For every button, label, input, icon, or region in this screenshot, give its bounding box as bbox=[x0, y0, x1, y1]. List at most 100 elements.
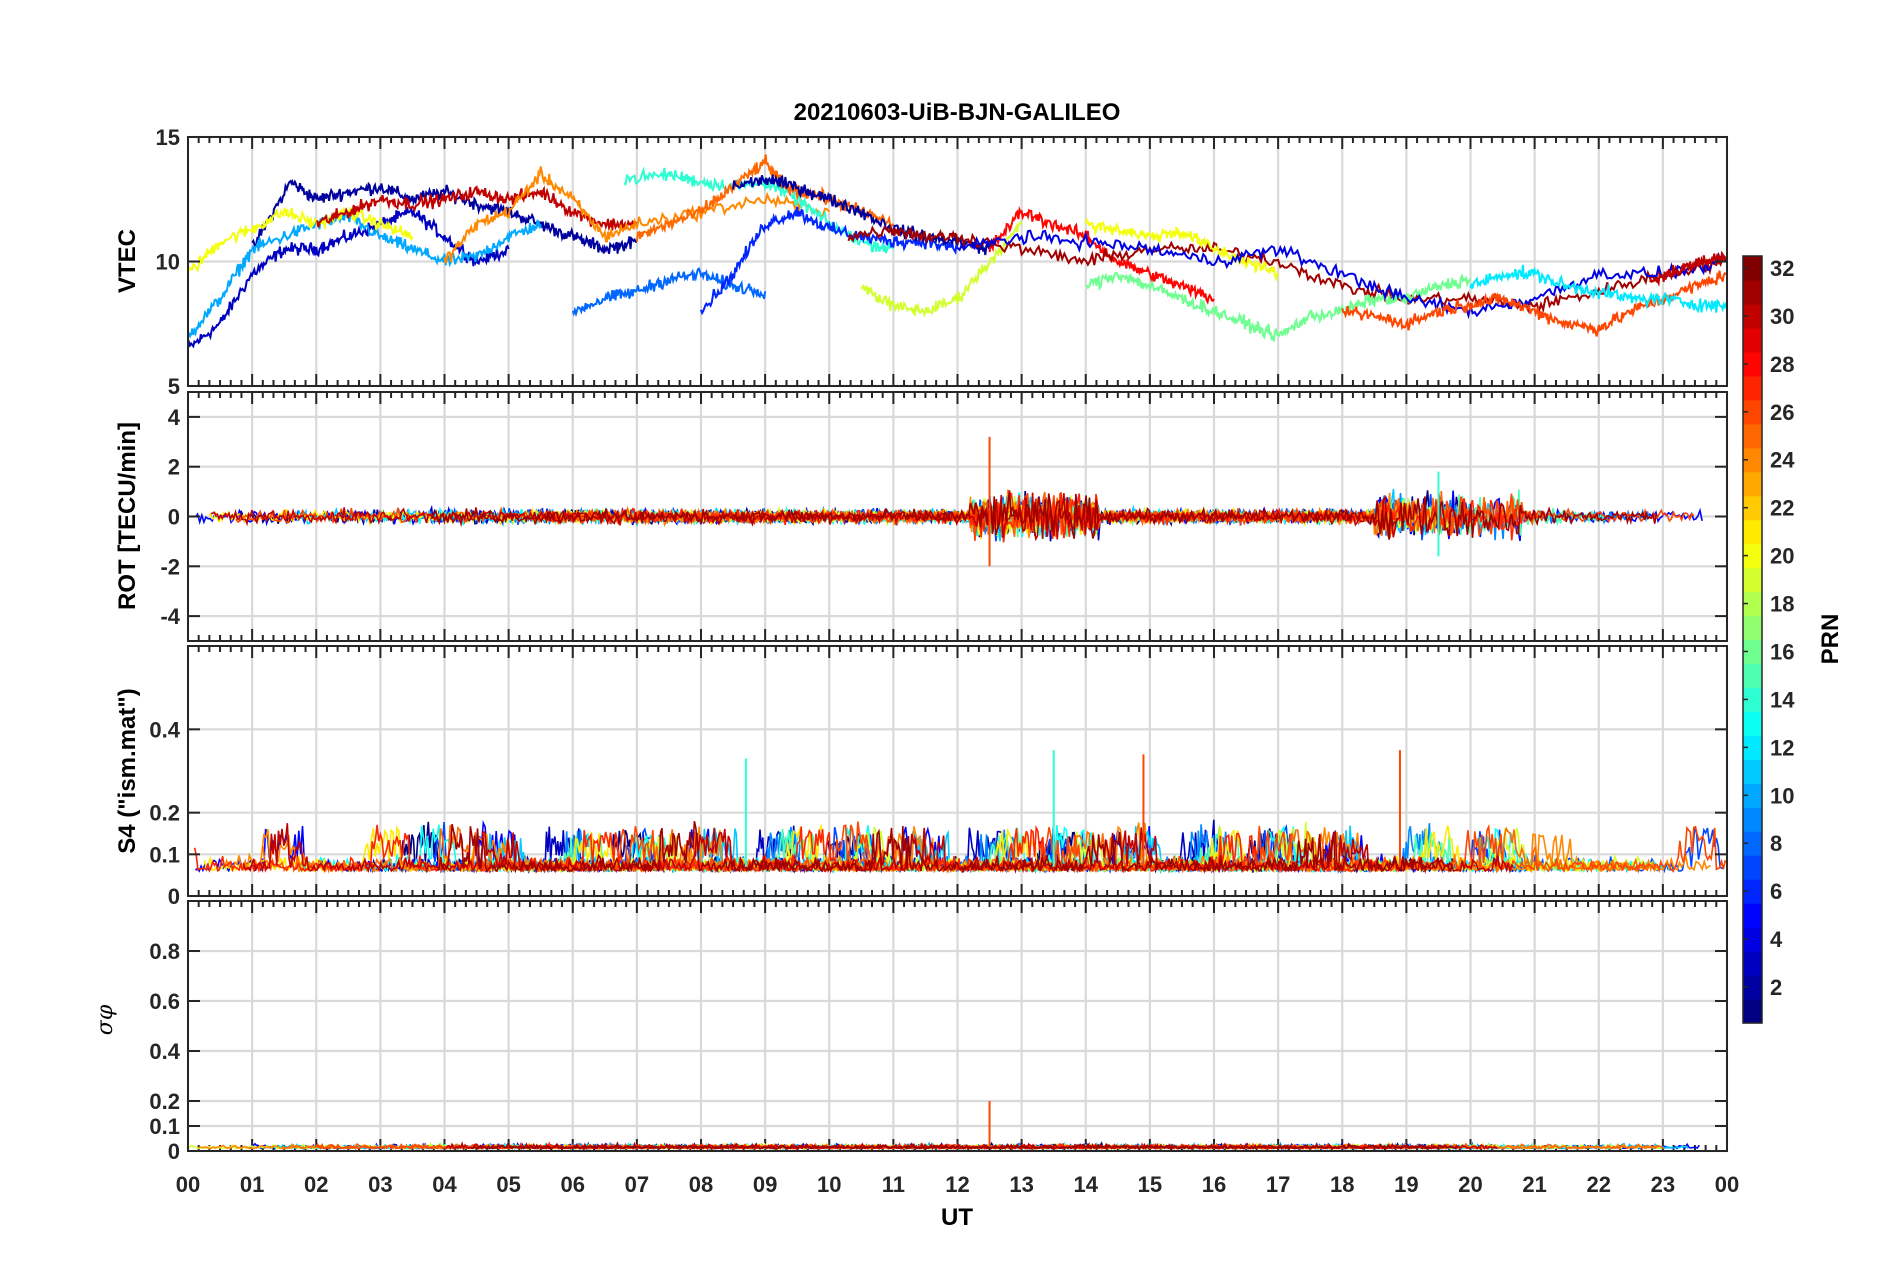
colorbar-cell bbox=[1743, 639, 1762, 665]
grid bbox=[186, 901, 1729, 1153]
colorbar-cell bbox=[1743, 687, 1762, 713]
vtec-line-prn-20 bbox=[1084, 217, 1279, 283]
x-tick-label: 09 bbox=[753, 1172, 777, 1197]
colorbar-tick-label: 30 bbox=[1770, 304, 1794, 329]
colorbar-tick-label: 28 bbox=[1770, 352, 1794, 377]
colorbar-gradient bbox=[1743, 256, 1762, 1024]
x-tick-label: 12 bbox=[945, 1172, 969, 1197]
colorbar-tick-label: 8 bbox=[1770, 831, 1782, 856]
x-tick-label: 08 bbox=[689, 1172, 713, 1197]
colorbar-cell bbox=[1743, 447, 1762, 473]
colorbar-tick-label: 16 bbox=[1770, 639, 1794, 664]
x-tick-label: 14 bbox=[1074, 1172, 1099, 1197]
y-tick-label: 0 bbox=[168, 884, 180, 909]
colorbar-cell bbox=[1743, 471, 1762, 497]
y-tick-label: 0.4 bbox=[149, 1039, 180, 1064]
x-tick-label: 03 bbox=[368, 1172, 392, 1197]
vtec-line-prn-24 bbox=[443, 166, 831, 264]
colorbar-cell bbox=[1743, 951, 1762, 976]
colorbar-cell bbox=[1743, 423, 1762, 449]
colorbar-cell bbox=[1743, 351, 1762, 377]
colorbar-cell bbox=[1743, 303, 1762, 329]
vtec-line-prn-20 bbox=[188, 206, 414, 275]
sigma_phi-line-prn-31 bbox=[470, 1141, 1458, 1151]
x-tick-label: 04 bbox=[432, 1172, 457, 1197]
s4-series bbox=[193, 750, 1727, 875]
panel-s4: 0 0.1 0.2 0.4 S4 ("ism.mat") bbox=[114, 645, 1729, 909]
colorbar-cell bbox=[1743, 927, 1762, 952]
grid bbox=[186, 135, 1729, 388]
vtec-line-prn-14 bbox=[623, 166, 895, 254]
colorbar-cell bbox=[1743, 327, 1762, 353]
colorbar-cell bbox=[1743, 999, 1762, 1024]
y-tick-label: 0.6 bbox=[149, 989, 180, 1014]
x-tick-label: 13 bbox=[1009, 1172, 1033, 1197]
rot-line-prn-27 bbox=[528, 492, 1538, 543]
colorbar-tick-label: 18 bbox=[1770, 592, 1794, 617]
y-tick-label: 0 bbox=[168, 505, 180, 530]
rot-series bbox=[194, 436, 1703, 567]
y-tick-label: 5 bbox=[168, 374, 180, 399]
vtec-line-prn-25 bbox=[635, 154, 894, 242]
y-tick-label: 0.1 bbox=[149, 1114, 180, 1139]
vtec-line-prn-19 bbox=[860, 220, 1023, 318]
colorbar-label: PRN bbox=[1817, 614, 1844, 665]
colorbar-cell bbox=[1743, 903, 1762, 928]
vtec-line-prn-12 bbox=[1469, 264, 1727, 314]
x-tick-label: 07 bbox=[625, 1172, 649, 1197]
colorbar-cell bbox=[1743, 567, 1762, 593]
y-tick-label: 0.1 bbox=[149, 842, 180, 867]
colorbar-cell bbox=[1743, 975, 1762, 1000]
x-axis-label: UT bbox=[941, 1204, 973, 1231]
y-tick-label: 0 bbox=[168, 1139, 180, 1164]
y-tick-label: 4 bbox=[168, 405, 181, 430]
chart-title: 20210603-UiB-BJN-GALILEO bbox=[794, 99, 1121, 126]
colorbar-cell bbox=[1743, 279, 1762, 305]
colorbar-cell bbox=[1743, 256, 1762, 281]
colorbar-tick-label: 6 bbox=[1770, 879, 1782, 904]
y-ticks-s4: 0 0.1 0.2 0.4 bbox=[149, 717, 1727, 909]
y-tick-label: -2 bbox=[160, 554, 180, 579]
panel-rot: -4 -2 0 2 4 ROT [TECU/min] bbox=[114, 391, 1729, 642]
colorbar-tick-label: 14 bbox=[1770, 687, 1795, 712]
vtec-line-prn-28 bbox=[988, 205, 1215, 305]
vtec-line-prn-2 bbox=[251, 178, 638, 254]
y-tick-label: 0.2 bbox=[149, 801, 180, 826]
x-tick-label: 02 bbox=[304, 1172, 328, 1197]
vtec-line-prn-4 bbox=[956, 229, 1727, 320]
axes-box-sigma-phi bbox=[187, 900, 1728, 1152]
x-tick-label: 15 bbox=[1138, 1172, 1162, 1197]
panel-vtec: 5 10 15 VTEC bbox=[114, 125, 1729, 399]
y-tick-label: 2 bbox=[168, 455, 180, 480]
colorbar-tick-label: 26 bbox=[1770, 400, 1794, 425]
colorbar-tick-label: 2 bbox=[1770, 975, 1782, 1000]
colorbar-cell bbox=[1743, 615, 1762, 641]
x-tick-label: 01 bbox=[240, 1172, 264, 1197]
y-tick-label: 15 bbox=[156, 125, 180, 150]
colorbar-tick-label: 22 bbox=[1770, 496, 1794, 521]
x-tick-label: 17 bbox=[1266, 1172, 1290, 1197]
colorbar-cell bbox=[1743, 759, 1762, 784]
y-axis-label-vtec: VTEC bbox=[114, 229, 141, 293]
vtec-line-prn-2 bbox=[732, 174, 991, 256]
colorbar-cell bbox=[1743, 855, 1762, 880]
vtec-series bbox=[188, 154, 1727, 349]
colorbar-tick-label: 32 bbox=[1770, 256, 1794, 281]
y-axis-label-sigma-phi: σφ bbox=[93, 1004, 118, 1035]
colorbar-cell bbox=[1743, 543, 1762, 569]
vtec-line-prn-10 bbox=[188, 208, 542, 339]
vtec-line-prn-3 bbox=[188, 206, 510, 349]
x-tick-label: 21 bbox=[1522, 1172, 1546, 1197]
colorbar-cell bbox=[1743, 519, 1762, 545]
vtec-line-prn-30 bbox=[316, 185, 638, 232]
colorbar-cell bbox=[1743, 711, 1762, 736]
colorbar-tick-label: 20 bbox=[1770, 544, 1794, 569]
colorbar-tick-label: 10 bbox=[1770, 783, 1794, 808]
x-tick-label: 19 bbox=[1394, 1172, 1418, 1197]
colorbar-cell bbox=[1743, 591, 1762, 617]
colorbar-cell bbox=[1743, 879, 1762, 904]
y-tick-label: 0.4 bbox=[149, 717, 180, 742]
panel-sigma-phi: 00.10.2 0.4 0.6 0.8 σφ bbox=[93, 900, 1729, 1164]
colorbar-frame bbox=[1742, 255, 1763, 1024]
colorbar-cell bbox=[1743, 663, 1762, 689]
